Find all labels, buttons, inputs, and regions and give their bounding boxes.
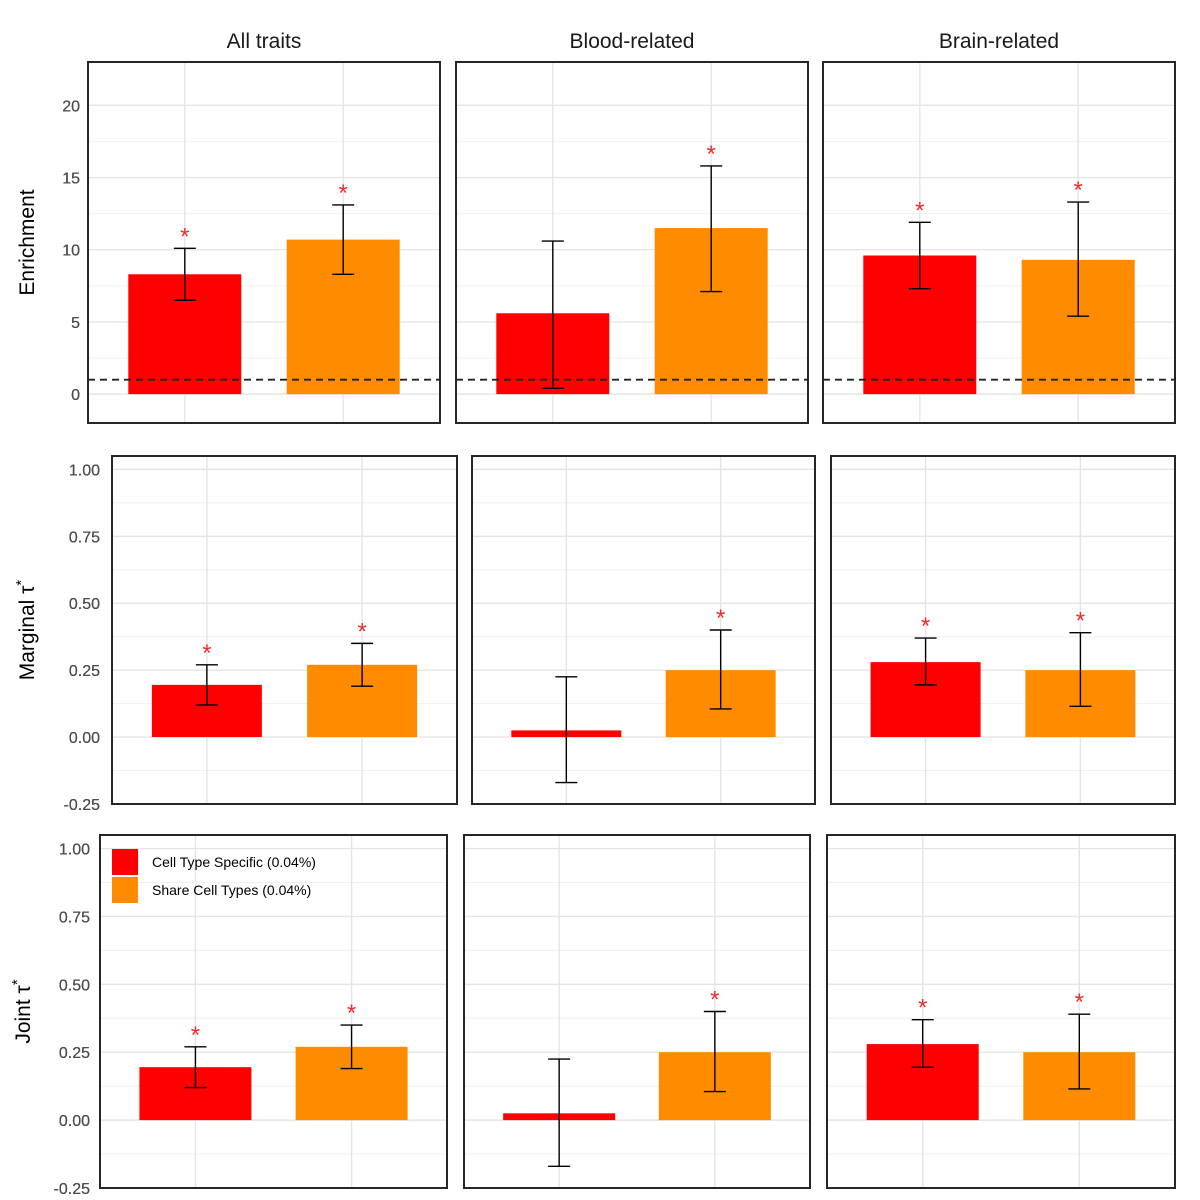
y-tick-label: 10 — [62, 243, 80, 260]
y-tick-label: 0.75 — [59, 909, 90, 926]
y-tick-label: 15 — [62, 171, 80, 188]
y-tick-label: 0.75 — [59, 909, 90, 926]
y-tick-label: 0.00 — [69, 730, 100, 747]
y-axis-label-text: Marginal τ — [16, 585, 39, 680]
y-axis-label-text: Joint τ — [12, 984, 35, 1043]
y-tick-label: 0.00 — [59, 1113, 90, 1130]
facet-title-0: All traits — [227, 30, 302, 53]
significance-star: * — [357, 618, 366, 645]
significance-star: * — [347, 1000, 356, 1027]
y-tick-label: 10 — [62, 243, 80, 260]
y-tick-label: 1.00 — [69, 462, 100, 479]
significance-star: * — [707, 141, 716, 168]
y-tick-label: 0 — [71, 387, 80, 404]
y-tick-label: 0.50 — [69, 596, 100, 613]
y-tick-label: 20 — [62, 98, 80, 115]
y-tick-label: -0.25 — [64, 797, 101, 814]
panel-border — [111, 455, 458, 805]
y-axis-label-text: Enrichment — [16, 189, 39, 295]
significance-star: * — [202, 640, 211, 667]
facet-title-1: Blood-related — [570, 30, 695, 53]
y-tick-label: 0.25 — [69, 663, 100, 680]
y-tick-label: 0.25 — [59, 1045, 90, 1062]
y-tick-label: 0.75 — [69, 529, 100, 546]
y-axis-label-superscript: * — [13, 580, 30, 586]
y-tick-label: 1.00 — [69, 462, 100, 479]
panel-border — [99, 834, 448, 1189]
legend-swatch-0 — [112, 849, 138, 875]
panel-border — [830, 455, 1176, 805]
significance-star: * — [921, 613, 930, 640]
y-tick-label: 0 — [71, 387, 80, 404]
y-tick-label: 0.50 — [59, 977, 90, 994]
y-tick-label: 0.75 — [59, 909, 90, 926]
y-tick-label: 0.50 — [69, 596, 100, 613]
y-tick-label: -0.25 — [54, 1181, 91, 1198]
panel-border — [826, 834, 1176, 1189]
legend-label-0: Cell Type Specific (0.04%) — [152, 854, 316, 870]
y-tick-label: 15 — [62, 171, 80, 188]
y-tick-label: 1.00 — [59, 842, 90, 859]
panel-border — [471, 455, 816, 805]
y-tick-label: 5 — [71, 315, 80, 332]
y-tick-label: 20 — [62, 98, 80, 115]
panel-border — [463, 834, 811, 1189]
y-tick-label: 0.50 — [59, 977, 90, 994]
y-tick-label: -0.25 — [54, 1181, 91, 1198]
y-tick-label: 0.25 — [69, 663, 100, 680]
y-axis-label-row-2: Joint τ* — [9, 979, 36, 1044]
y-tick-label: 0.00 — [59, 1113, 90, 1130]
facet-title-2: Brain-related — [939, 30, 1059, 53]
y-tick-label: -0.25 — [64, 797, 101, 814]
panel-border — [822, 61, 1176, 424]
y-tick-label: 0.50 — [69, 596, 100, 613]
significance-star: * — [1076, 608, 1085, 635]
y-axis-label-row-1: Marginal τ* — [13, 580, 40, 681]
y-tick-label: 1.00 — [59, 842, 90, 859]
y-tick-label: -0.25 — [54, 1181, 91, 1198]
y-axis-label-superscript: * — [9, 979, 26, 985]
y-tick-label: 20 — [62, 98, 80, 115]
y-tick-label: 15 — [62, 171, 80, 188]
y-axis-label-row-0: Enrichment — [16, 189, 39, 295]
y-tick-label: 0.75 — [69, 529, 100, 546]
significance-star: * — [918, 995, 927, 1022]
y-tick-label: 5 — [71, 315, 80, 332]
panel-border — [87, 61, 441, 424]
significance-star: * — [1075, 989, 1084, 1016]
y-tick-label: 1.00 — [59, 842, 90, 859]
y-tick-label: 0.25 — [59, 1045, 90, 1062]
panel-border — [455, 61, 809, 424]
y-tick-label: 0.00 — [59, 1113, 90, 1130]
legend-swatch-1 — [112, 877, 138, 903]
y-tick-label: 10 — [62, 243, 80, 260]
significance-star: * — [1074, 177, 1083, 204]
significance-star: * — [180, 223, 189, 250]
significance-star: * — [716, 605, 725, 632]
y-tick-label: 5 — [71, 315, 80, 332]
significance-star: * — [191, 1022, 200, 1049]
significance-star: * — [339, 180, 348, 207]
y-tick-label: 0.25 — [69, 663, 100, 680]
y-tick-label: 0.25 — [59, 1045, 90, 1062]
y-tick-label: 0.00 — [69, 730, 100, 747]
y-tick-label: 0 — [71, 387, 80, 404]
significance-star: * — [710, 987, 719, 1014]
legend-label-1: Share Cell Types (0.04%) — [152, 882, 311, 898]
y-tick-label: 0.00 — [69, 730, 100, 747]
y-tick-label: 0.50 — [59, 977, 90, 994]
significance-star: * — [915, 197, 924, 224]
y-tick-label: -0.25 — [64, 797, 101, 814]
y-tick-label: 1.00 — [69, 462, 100, 479]
y-tick-label: 0.75 — [69, 529, 100, 546]
